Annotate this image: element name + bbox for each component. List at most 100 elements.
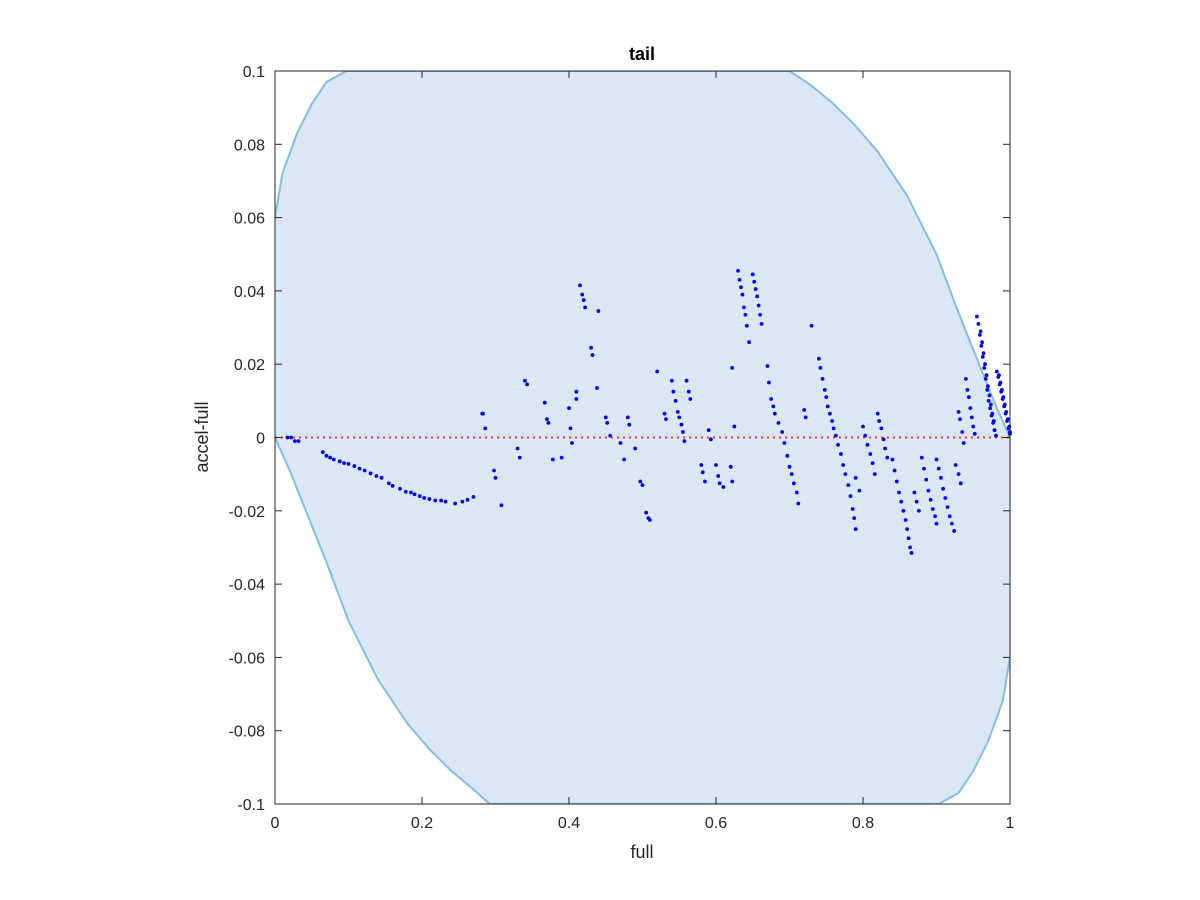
data-point: [603, 415, 608, 420]
data-point: [453, 501, 457, 506]
data-point: [961, 441, 966, 445]
data-point: [708, 437, 713, 442]
data-point: [977, 332, 982, 337]
data-point: [739, 285, 743, 290]
data-point: [960, 430, 965, 434]
data-point: [857, 488, 862, 493]
data-point: [956, 409, 961, 414]
data-point: [820, 376, 825, 381]
data-point: [673, 398, 678, 403]
data-point: [979, 343, 984, 348]
data-point: [865, 442, 870, 447]
data-point: [596, 309, 601, 313]
data-point: [567, 406, 571, 411]
data-point: [939, 475, 943, 480]
data-point: [717, 481, 722, 486]
data-point: [752, 279, 757, 284]
data-point: [331, 457, 336, 462]
data-point: [796, 501, 801, 506]
data-point: [670, 378, 674, 383]
data-point: [992, 428, 997, 433]
data-point: [950, 521, 954, 526]
data-point: [285, 435, 290, 440]
data-point: [755, 294, 760, 299]
data-point: [841, 463, 846, 467]
data-point: [550, 457, 555, 462]
data-point: [675, 409, 680, 414]
data-point: [483, 426, 488, 431]
data-point: [570, 441, 574, 445]
data-point: [828, 411, 832, 416]
data-point: [985, 387, 990, 392]
y-tick-label: 0.02: [234, 357, 265, 374]
data-point: [357, 466, 362, 471]
data-point: [848, 494, 853, 499]
y-tick-label: -0.08: [229, 724, 266, 741]
data-point: [409, 490, 413, 495]
data-point: [730, 365, 735, 370]
data-point: [647, 518, 652, 522]
x-tick-label: 0: [271, 815, 280, 832]
data-point: [523, 378, 527, 383]
data-point: [994, 369, 999, 374]
data-point: [368, 471, 373, 476]
data-point: [971, 424, 976, 429]
data-point: [750, 272, 755, 277]
data-point: [997, 373, 1001, 378]
data-point: [417, 494, 422, 499]
data-point: [703, 479, 707, 484]
data-point: [879, 426, 884, 431]
data-point: [627, 422, 632, 427]
data-point: [990, 411, 995, 416]
data-point: [776, 420, 781, 425]
data-point: [794, 490, 799, 495]
data-point: [1001, 395, 1006, 400]
data-point: [721, 485, 726, 489]
data-point: [987, 393, 992, 398]
data-point: [1004, 409, 1009, 414]
data-point: [958, 481, 963, 486]
data-point: [986, 398, 991, 403]
data-point: [387, 481, 391, 486]
data-point: [568, 426, 573, 431]
data-point: [830, 419, 835, 423]
data-point: [802, 408, 807, 412]
data-point: [909, 551, 914, 555]
data-point: [771, 404, 776, 409]
data-point: [836, 442, 840, 447]
data-point: [618, 441, 623, 445]
data-point: [1002, 402, 1007, 407]
data-point: [945, 505, 950, 510]
data-point: [324, 453, 329, 458]
data-point: [492, 468, 496, 473]
data-point: [947, 514, 952, 519]
chart-title: tail: [629, 44, 655, 64]
data-point: [868, 452, 873, 456]
data-point: [744, 323, 749, 328]
envelope-lower-edge: [275, 437, 1010, 804]
data-point: [758, 312, 762, 317]
data-point: [831, 426, 836, 431]
data-point: [481, 411, 485, 416]
data-point: [682, 439, 687, 444]
data-point: [737, 278, 742, 282]
data-point: [756, 303, 761, 308]
data-point: [605, 420, 610, 425]
data-point: [853, 475, 858, 480]
data-point: [914, 499, 919, 504]
y-tick-label: -0.02: [229, 504, 266, 521]
data-point: [922, 466, 926, 471]
data-point: [655, 369, 660, 374]
data-point: [362, 468, 367, 473]
data-point: [677, 415, 682, 420]
data-point: [379, 475, 384, 480]
data-point: [933, 514, 937, 519]
data-point: [684, 378, 689, 383]
data-point: [825, 404, 830, 409]
data-point: [736, 268, 740, 273]
data-point: [833, 433, 838, 438]
data-point: [986, 384, 990, 389]
data-point: [983, 362, 987, 367]
data-point: [809, 323, 814, 328]
data-point: [608, 433, 613, 438]
